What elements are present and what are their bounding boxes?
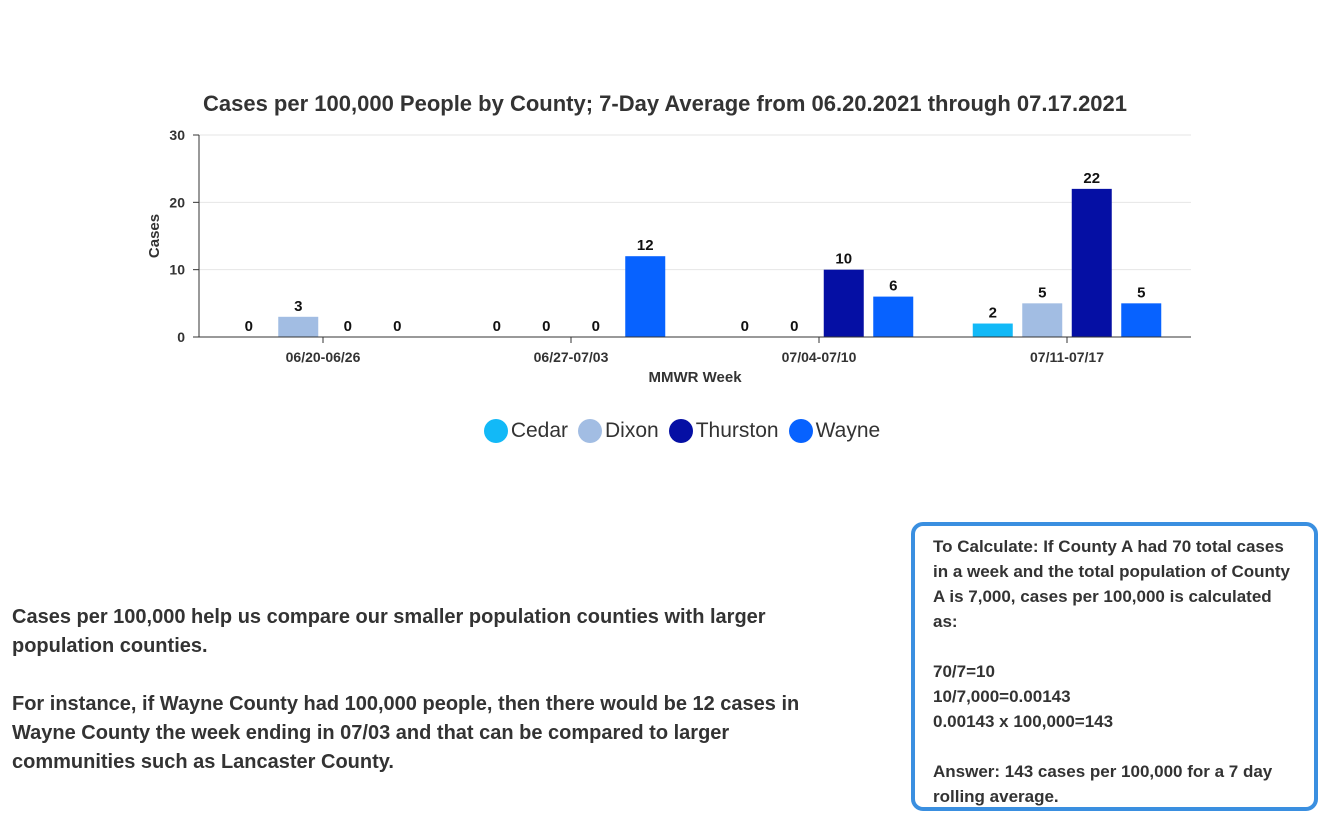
data-label: 0 — [592, 318, 600, 335]
calculation-step-1: 70/7=10 — [933, 662, 995, 681]
bar-wayne — [625, 256, 666, 337]
x-tick-label: 07/04-07/10 — [782, 349, 857, 365]
legend-swatch — [788, 419, 813, 443]
data-label: 0 — [344, 318, 352, 335]
bar-dixon — [1022, 303, 1063, 337]
legend-item-dixon[interactable]: Dixon — [578, 419, 659, 443]
y-tick-label: 0 — [177, 329, 185, 345]
data-label: 0 — [245, 318, 253, 335]
bar-thurston — [1071, 188, 1112, 337]
calculation-step-3: 0.00143 x 100,000=143 — [933, 712, 1114, 731]
data-label: 5 — [1137, 284, 1145, 301]
bar-chart: Cases per 100,000 People by County; 7-Da… — [146, 91, 1191, 386]
data-label: 0 — [393, 318, 401, 335]
data-label: 2 — [989, 305, 997, 322]
data-label: 0 — [790, 318, 798, 335]
data-label: 22 — [1083, 170, 1100, 187]
gridlines — [199, 134, 1191, 271]
legend-swatch — [668, 419, 693, 443]
data-label: 0 — [542, 318, 550, 335]
x-axis-title: MMWR Week — [648, 369, 742, 386]
legend-swatch — [578, 419, 603, 443]
bar-thurston — [823, 269, 864, 337]
calculation-steps: 70/7=10 10/7,000=0.00143 0.00143 x 100,0… — [933, 659, 1300, 734]
bar-dixon — [278, 316, 319, 337]
data-label: 10 — [835, 251, 852, 268]
calculation-step-2: 10/7,000=0.00143 — [933, 687, 1071, 706]
chart-legend: Cedar Dixon Thurston Wayne — [0, 419, 1344, 443]
data-label: 5 — [1038, 284, 1046, 301]
x-tick-label: 06/20-06/26 — [286, 349, 361, 365]
bar-wayne — [873, 296, 914, 337]
data-labels: 0 3 0 0 0 0 0 12 0 0 10 6 2 5 22 5 — [245, 170, 1146, 335]
legend-item-thurston[interactable]: Thurston — [668, 419, 779, 443]
data-label: 12 — [637, 237, 654, 254]
y-tick-label: 10 — [169, 262, 185, 278]
legend-item-wayne[interactable]: Wayne — [788, 419, 881, 443]
legend-label: Wayne — [815, 419, 881, 442]
explanation-text: Cases per 100,000 help us compare our sm… — [12, 603, 842, 806]
legend-swatch — [483, 419, 508, 443]
bars — [278, 188, 1162, 337]
data-label: 3 — [294, 298, 302, 315]
legend-label: Dixon — [605, 419, 659, 442]
data-label: 0 — [493, 318, 501, 335]
legend-label: Thurston — [695, 419, 779, 442]
data-label: 0 — [741, 318, 749, 335]
calculation-answer: Answer: 143 cases per 100,000 for a 7 da… — [933, 762, 1273, 806]
chart-title: Cases per 100,000 People by County; 7-Da… — [203, 91, 1127, 116]
legend-item-cedar[interactable]: Cedar — [483, 419, 569, 443]
bar-wayne — [1121, 303, 1162, 337]
legend-label: Cedar — [510, 419, 569, 442]
y-tick-label: 20 — [169, 194, 185, 210]
y-axis-title: Cases — [146, 214, 163, 258]
calculation-intro: To Calculate: If County A had 70 total c… — [933, 537, 1290, 631]
explanation-paragraph-2: For instance, if Wayne County had 100,00… — [12, 693, 800, 773]
calculation-box: To Calculate: If County A had 70 total c… — [911, 522, 1318, 811]
explanation-paragraph-1: Cases per 100,000 help us compare our sm… — [12, 606, 766, 657]
y-tick-label: 30 — [169, 127, 185, 143]
bar-cedar — [972, 323, 1013, 337]
x-tick-label: 06/27-07/03 — [534, 349, 609, 365]
x-tick-label: 07/11-07/17 — [1030, 349, 1104, 365]
data-label: 6 — [889, 278, 897, 295]
